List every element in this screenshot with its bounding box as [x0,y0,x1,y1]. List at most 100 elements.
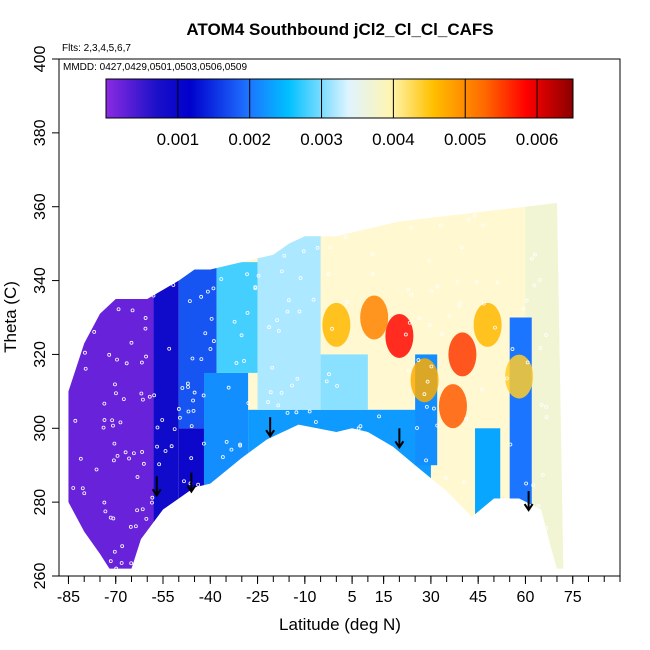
sample-marker [150,500,154,505]
field-band [203,372,249,569]
sample-marker [115,357,119,362]
sample-marker [415,426,419,430]
sample-marker [455,279,460,284]
arrow-head [394,440,405,450]
sample-marker [238,443,243,448]
sample-marker [508,442,513,447]
sample-marker [131,451,136,456]
sample-marker [199,294,204,299]
sample-marker [429,364,434,369]
sample-marker [189,424,194,428]
sample-marker [525,360,530,365]
sample-marker [429,289,434,294]
sample-marker [176,407,181,411]
sample-marker [544,526,549,530]
sample-marker [294,410,299,415]
x-tick-label: -10 [293,589,316,606]
sample-marker [301,249,306,254]
y-tick-label: 260 [32,563,49,590]
sample-marker [83,350,87,355]
sample-marker [163,449,168,453]
sample-marker [185,381,190,386]
sample-marker [211,286,216,291]
field-band [153,262,179,569]
sample-marker [524,298,529,303]
sample-marker [234,361,239,365]
sample-marker [201,393,206,398]
sample-marker [427,323,432,328]
sample-marker [406,368,411,373]
sample-marker [510,347,515,351]
field-band [248,409,431,569]
field-hotspot [410,358,439,403]
colorbar-tick-label: 0.005 [444,130,487,149]
sample-marker [422,392,427,397]
x-tick-label: 75 [564,589,582,606]
sample-marker [80,486,85,491]
sample-marker [416,358,421,362]
sample-marker [177,415,182,420]
sample-marker [102,500,107,505]
sample-marker [121,397,126,402]
sample-marker [424,404,429,409]
sample-marker [370,252,375,257]
sample-marker [462,480,467,485]
x-axis: -85 -70 -55 -40 -25 -10 5 15 30 45 60 75 [57,576,621,606]
sample-marker [536,503,541,508]
sample-marker [127,456,131,461]
sample-marker [457,300,462,305]
x-tick-label: -55 [151,589,174,606]
y-tick-label: 400 [32,46,49,73]
sample-marker [427,258,432,263]
y-tick-label: 300 [32,415,49,442]
x-tick-label: -85 [57,589,80,606]
sample-marker [150,495,155,500]
field-band [475,428,501,569]
x-tick-label: 15 [375,589,393,606]
sample-marker [286,298,291,303]
sample-marker [119,561,124,565]
field-hotspot [448,332,477,377]
sample-marker [538,345,543,350]
sample-marker [111,458,116,463]
sample-marker [113,382,117,387]
sample-marker [432,406,436,411]
sample-marker [521,306,526,311]
x-tick-label: 5 [348,589,357,606]
x-tick-label: 45 [469,589,487,606]
sample-marker [107,352,112,357]
sample-marker [155,444,159,449]
arrow-head [265,429,275,439]
sample-marker [285,309,290,314]
field-band [68,262,154,569]
sample-marker [472,214,477,218]
sample-marker [481,301,486,306]
sample-marker [211,339,216,343]
sample-marker [544,404,549,409]
y-tick-label: 320 [32,341,49,368]
sample-marker [111,423,115,428]
sample-marker [102,401,107,406]
sample-marker [103,509,108,514]
sample-marker [435,284,440,289]
colorbar-tick-label: 0.006 [516,130,559,149]
y-axis: 260 280 300 320 340 360 380 400 [32,46,59,590]
x-tick-label: 30 [422,589,440,606]
field-hotspot [438,384,467,429]
sample-marker [129,340,134,345]
sample-marker [152,393,157,398]
sample-marker [191,398,195,403]
chart-title: ATOM4 Southbound jCl2_Cl_Cl_CAFS [186,20,493,39]
sample-marker [480,387,484,392]
sample-marker [245,311,250,315]
sample-marker [144,517,149,521]
sample-marker [403,332,408,337]
field-band [178,428,204,569]
sample-marker [524,481,528,486]
sample-marker [114,391,118,396]
sample-marker [239,333,244,338]
sample-marker [139,360,144,365]
y-tick-label: 380 [32,119,49,146]
sample-marker [71,486,76,490]
sample-marker [544,333,549,337]
